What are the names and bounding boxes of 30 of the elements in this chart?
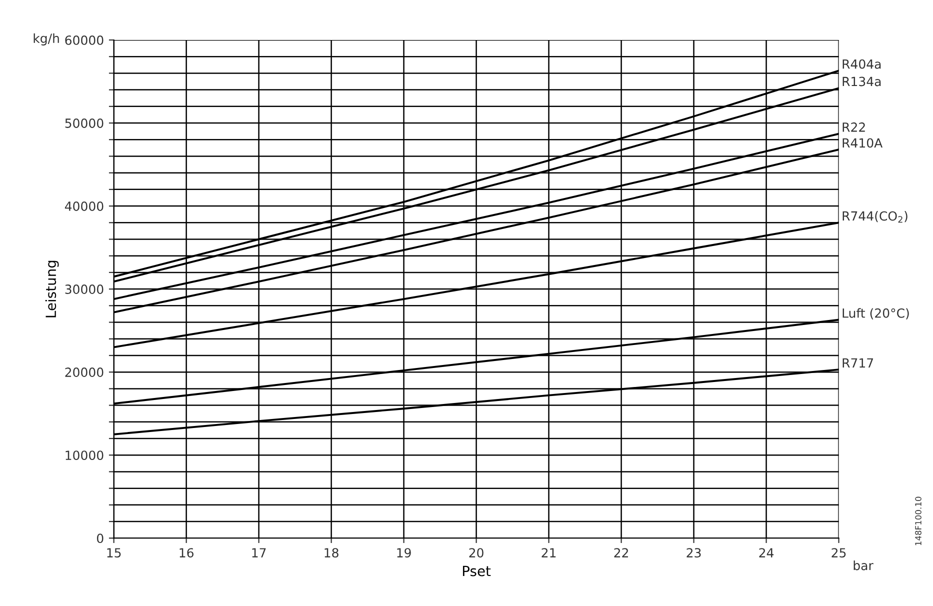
text: bar bbox=[854, 560, 874, 570]
x-tick-label: 18 bbox=[324, 548, 338, 558]
y-axis-title: Leistung bbox=[45, 260, 59, 318]
y-tick-label: 60000 bbox=[65, 35, 104, 45]
series-label: Luft (20°C) bbox=[842, 308, 909, 320]
text: 148F100.10 bbox=[915, 496, 922, 546]
x-tick-label: 21 bbox=[542, 548, 556, 558]
x-tick-label: 23 bbox=[686, 548, 701, 558]
x-tick-label: 24 bbox=[759, 548, 774, 558]
x-tick-label: 17 bbox=[252, 548, 266, 558]
series-label: R410A bbox=[842, 138, 883, 148]
series-label: R744(CO$_{2}$) bbox=[842, 211, 908, 223]
series-label: R404a bbox=[842, 59, 881, 69]
series-label: R717 bbox=[842, 358, 874, 368]
x-tick-label: 16 bbox=[180, 548, 194, 558]
series-label: R134a bbox=[842, 76, 881, 86]
y-tick-label: 40000 bbox=[64, 202, 104, 211]
y-tick-label: 10000 bbox=[66, 450, 104, 460]
y-tick-label: 20000 bbox=[65, 368, 104, 378]
text: kg/h bbox=[34, 33, 59, 46]
x-axis-title: Pset bbox=[462, 566, 491, 576]
x-tick-label: 15 bbox=[107, 548, 121, 558]
x-tick-label: 22 bbox=[614, 548, 628, 558]
y-tick-label: 0 bbox=[96, 534, 104, 544]
y-tick-label: 50000 bbox=[65, 118, 104, 128]
x-tick-label: 25 bbox=[832, 548, 846, 558]
y-tick-label: 30000 bbox=[65, 284, 104, 294]
x-tick-label: 20 bbox=[469, 548, 484, 558]
x-tick-label: 19 bbox=[397, 548, 411, 558]
series-label: R22 bbox=[842, 122, 865, 132]
